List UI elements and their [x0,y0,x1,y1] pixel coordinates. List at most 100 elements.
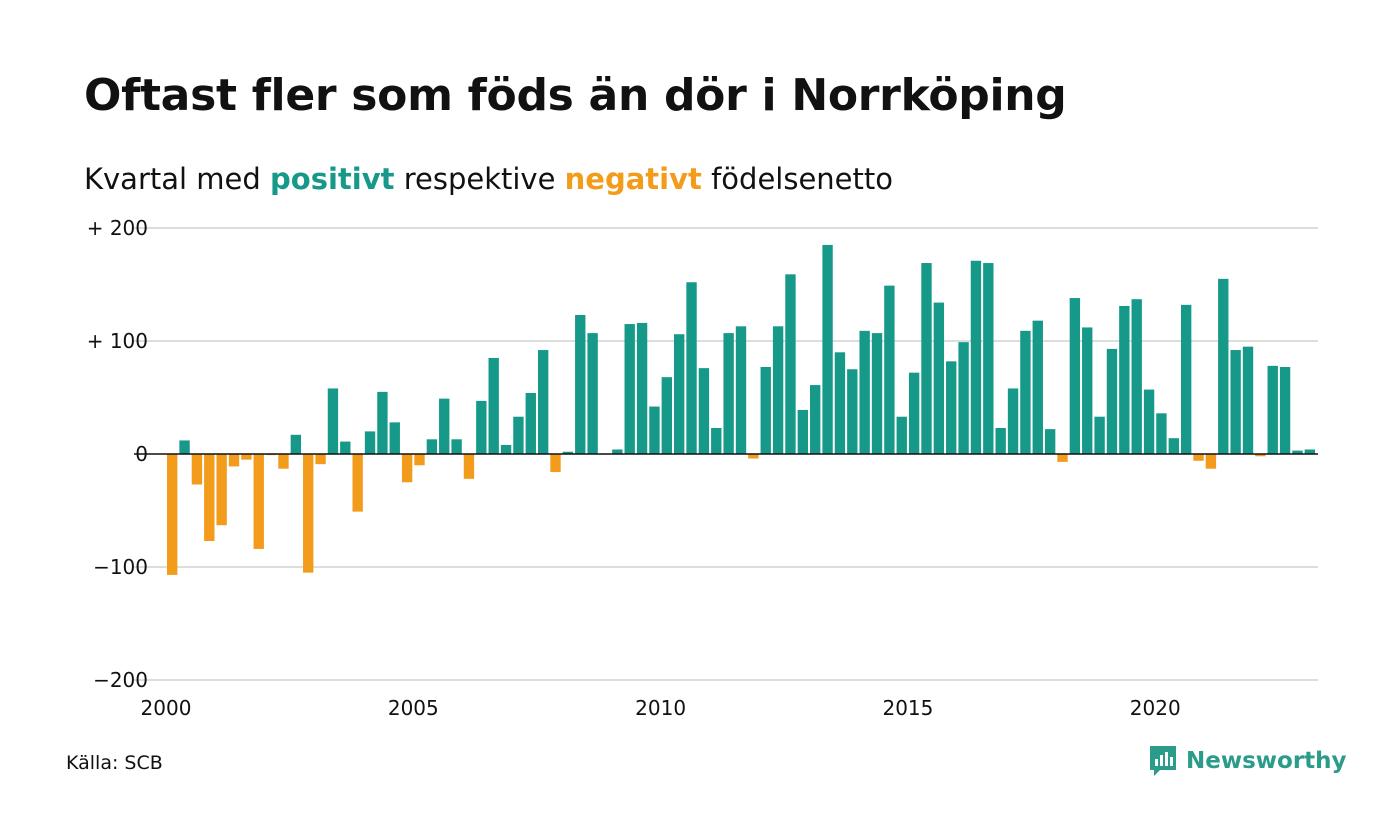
bar [748,454,759,459]
bar [686,282,697,454]
bar [810,385,821,454]
bar [241,454,252,460]
bar [167,454,178,575]
bar [463,454,475,479]
subtitle-positive-word: positivt [270,162,395,196]
subtitle-suffix: födelsenetto [701,162,893,196]
chart-title: Oftast fler som föds än dör i Norrköping [84,70,1067,121]
brand-name: Newsworthy [1186,748,1347,774]
bar [451,439,462,454]
bar [908,372,920,454]
bar [958,342,969,454]
bar [1106,348,1118,454]
bar [1094,416,1105,454]
bar [1242,346,1254,454]
bar [624,324,635,454]
y-tick-label: + 200 [87,216,148,240]
y-tick-label: 0 [135,442,148,466]
bar [575,315,586,454]
bar [513,416,524,454]
bar [389,422,400,454]
bar [315,454,326,465]
x-tick-label: 2020 [1130,696,1181,720]
bar [785,274,796,454]
bar [439,398,450,454]
bar [946,361,957,454]
bar [612,449,623,454]
bar [290,434,302,454]
bar [1020,330,1031,454]
x-tick-label: 2005 [388,696,439,720]
bar [228,454,240,467]
bar [1143,389,1155,454]
bar [216,454,227,526]
y-axis-labels: + 200 + 100 0 −100 −200 [87,216,148,692]
bar [426,439,438,454]
source-note: Källa: SCB [66,752,163,774]
newsworthy-logo-icon [1150,746,1176,776]
bar [983,263,994,454]
chart-subtitle: Kvartal med positivt respektive negativt… [84,162,893,196]
bar [661,377,672,454]
bar [1057,454,1068,462]
bar [191,454,203,485]
bar [327,388,339,454]
bar [377,391,388,454]
y-tick-label: −200 [93,668,148,692]
bar [711,428,722,454]
subtitle-negative-word: negativt [564,162,702,196]
bar [884,285,895,454]
bar [1267,365,1278,454]
bar [921,263,932,454]
bar [278,454,289,469]
bar [847,369,858,454]
bar [550,454,561,473]
bar [1304,449,1315,454]
bar [760,366,771,454]
bar [859,330,870,454]
bar [797,409,809,454]
bar [995,428,1006,454]
bar [500,444,512,454]
bar [1069,298,1081,454]
bar [1255,454,1266,457]
bar [488,357,499,454]
bar [1007,388,1019,454]
subtitle-prefix: Kvartal med [84,162,271,196]
bar [1180,304,1192,454]
bar [698,368,710,454]
bar [587,333,598,454]
bar [414,454,425,466]
bar [525,392,536,454]
bar [1218,278,1229,454]
bar [1032,320,1043,454]
bar [401,454,413,483]
bar [1131,299,1142,454]
bar [1279,366,1291,454]
bar [562,451,574,454]
bar [1292,450,1303,454]
bar [537,350,549,454]
bar [871,333,883,454]
bar [1044,429,1056,454]
bar [636,322,648,454]
bar [970,260,982,454]
bar [673,334,685,454]
bar [1168,438,1179,454]
bar [179,440,190,454]
bar [204,454,215,542]
bar [822,244,833,454]
y-tick-label: + 100 [87,329,148,353]
bar [1230,350,1241,454]
bar [253,454,264,549]
bar [1205,454,1217,469]
bar [896,416,907,454]
bar [649,406,660,454]
brand-logo[interactable]: Newsworthy [1148,744,1347,778]
x-tick-label: 2010 [635,696,686,720]
bar [772,326,784,454]
bar [1082,327,1093,454]
bar [476,400,487,454]
x-axis-labels: 2000 2005 2010 2015 2020 [141,696,1181,720]
